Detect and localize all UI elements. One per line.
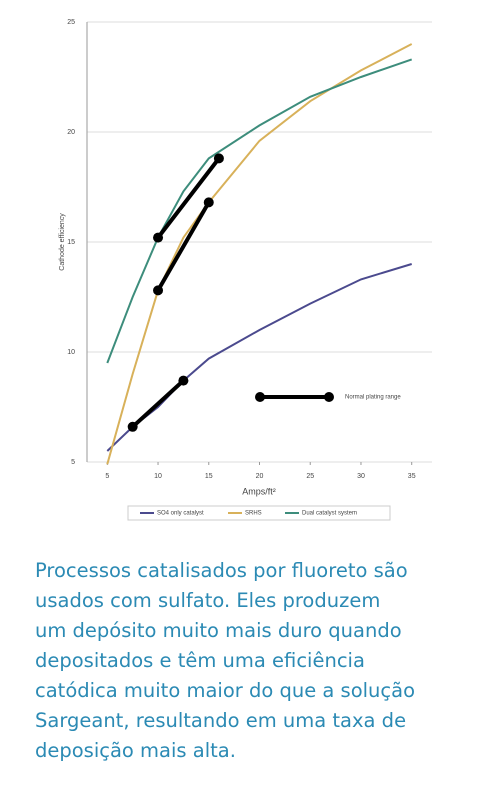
y-tick-label: 10 bbox=[67, 349, 75, 356]
series-line bbox=[106, 58, 413, 364]
caption-line: deposição mais alta. bbox=[35, 739, 236, 762]
x-tick-label: 30 bbox=[357, 473, 365, 480]
range-legend-dot bbox=[324, 392, 334, 402]
range-legend-dot bbox=[255, 392, 265, 402]
x-tick-label: 20 bbox=[256, 473, 264, 480]
caption: Processos catalisados por fluoreto são us… bbox=[35, 556, 415, 766]
x-axis-label: Amps/ft² bbox=[242, 486, 276, 496]
range-point bbox=[213, 153, 224, 164]
range-line bbox=[156, 201, 211, 292]
range-point bbox=[178, 375, 189, 386]
caption-line: depositados e têm uma eficiência bbox=[35, 649, 365, 672]
y-tick-label: 15 bbox=[67, 239, 75, 246]
x-tick-label: 25 bbox=[306, 473, 314, 480]
x-tick-label: 5 bbox=[105, 473, 109, 480]
chart: Cathode efficiency Amps/ft² Normal plati… bbox=[59, 19, 432, 521]
y-axis-label: Cathode efficiency bbox=[59, 213, 66, 271]
series-line bbox=[106, 263, 412, 452]
range-point bbox=[153, 232, 164, 243]
range-legend-label: Normal plating range bbox=[345, 395, 401, 401]
legend-label: SO4 only catalyst bbox=[157, 511, 204, 517]
x-tick-label: 35 bbox=[408, 473, 416, 480]
caption-line: um depósito muito mais duro quando bbox=[35, 619, 402, 642]
legend-label: SRHS bbox=[245, 511, 262, 517]
range-line bbox=[131, 379, 185, 429]
range-point bbox=[203, 197, 214, 208]
caption-line: usados com sulfato. Eles produzem bbox=[35, 589, 381, 612]
y-tick-label: 25 bbox=[67, 19, 75, 26]
range-line bbox=[156, 157, 221, 239]
y-tick-label: 5 bbox=[71, 459, 75, 466]
legend-box bbox=[127, 505, 391, 521]
y-tick-label: 20 bbox=[67, 129, 75, 136]
legend-label: Dual catalyst system bbox=[302, 511, 357, 517]
caption-line: catódica muito maior do que a solução bbox=[35, 679, 416, 702]
caption-line: Sargeant, resultando em uma taxa de bbox=[35, 709, 407, 732]
caption-line: Processos catalisados por fluoreto são bbox=[35, 559, 408, 582]
range-point bbox=[127, 421, 138, 432]
x-tick-label: 15 bbox=[205, 473, 213, 480]
x-tick-label: 10 bbox=[154, 473, 162, 480]
range-point bbox=[153, 285, 164, 296]
